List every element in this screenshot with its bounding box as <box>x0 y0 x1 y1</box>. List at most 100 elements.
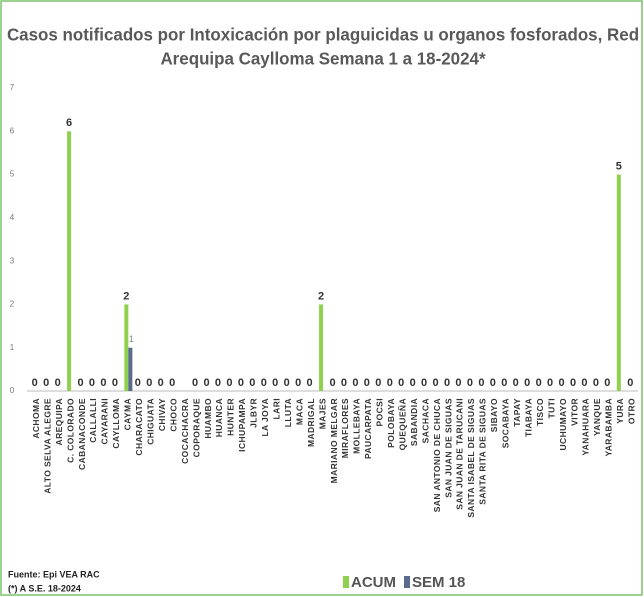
data-label: 0 <box>581 377 587 389</box>
data-label: 0 <box>307 377 313 389</box>
x-tick-label: YANQUE <box>592 398 602 436</box>
data-label: 0 <box>77 377 83 389</box>
x-tick-label: SOCABAYA <box>501 398 511 448</box>
data-label: 0 <box>490 377 496 389</box>
x-tick-label: SAN ANTONIO DE CHUCA <box>432 398 442 512</box>
data-label: 0 <box>375 377 381 389</box>
data-label: 0 <box>43 377 49 389</box>
data-label: 0 <box>146 377 152 389</box>
data-label: 0 <box>444 377 450 389</box>
data-label: 0 <box>410 377 416 389</box>
chart-title: Casos notificados por Intoxicación por p… <box>7 24 639 44</box>
x-tick-label: TAPAY <box>512 398 522 427</box>
legend-swatch <box>343 576 349 588</box>
y-tick-label: 6 <box>10 126 15 135</box>
x-tick-label: OTRO <box>627 398 637 424</box>
data-label: 0 <box>524 377 530 389</box>
data-label: 0 <box>536 377 542 389</box>
data-label: 6 <box>66 117 72 129</box>
x-tick-label: CHOCO <box>168 398 178 432</box>
data-label: 0 <box>501 377 507 389</box>
data-label: 0 <box>329 377 335 389</box>
x-tick-label: SIBAYO <box>489 398 499 432</box>
bar <box>319 304 324 391</box>
x-tick-label: POLOBAYA <box>386 398 396 448</box>
y-tick-label: 0 <box>10 386 15 395</box>
data-label: 0 <box>203 377 209 389</box>
data-label: 0 <box>238 377 244 389</box>
y-tick-label: 7 <box>10 83 15 92</box>
x-tick-label: PAUCARPATA <box>363 398 373 459</box>
x-tick-label: HUANCA <box>214 398 224 437</box>
data-label: 0 <box>261 377 267 389</box>
x-tick-label: COPORAQUE <box>191 398 201 457</box>
x-tick-label: LARI <box>271 398 281 419</box>
x-tick-label: COCACHACRA <box>180 398 190 464</box>
footnote: Fuente: Epi VEA RAC <box>8 569 100 579</box>
data-label: 0 <box>112 377 118 389</box>
x-tick-label: MOLLEBAYA <box>352 398 362 454</box>
data-label: 0 <box>284 377 290 389</box>
data-label: 0 <box>295 377 301 389</box>
x-tick-label: TUTI <box>546 398 556 418</box>
legend-swatch <box>404 576 410 588</box>
x-tick-label: SAN JUAN DE SIGUAS <box>443 398 453 498</box>
data-label: 0 <box>135 377 141 389</box>
x-tick-label: CABANACONDE <box>77 398 87 470</box>
data-label: 0 <box>352 377 358 389</box>
x-tick-label: JLBYR <box>249 398 259 428</box>
bar <box>67 131 72 392</box>
data-label: 0 <box>192 377 198 389</box>
data-label: 0 <box>89 377 95 389</box>
x-tick-label: MACA <box>294 398 304 425</box>
x-tick-label: YURA <box>615 398 625 424</box>
x-tick-label: CAYMA <box>123 398 133 430</box>
x-tick-label: SANTA ISABEL DE SIGUAS <box>466 398 476 518</box>
bar <box>128 347 133 391</box>
x-tick-label: ACHOMA <box>31 398 41 439</box>
data-label: 0 <box>433 377 439 389</box>
x-tick-label: TIABAYA <box>523 398 533 437</box>
x-tick-label: CAYLLOMA <box>111 398 121 449</box>
y-tick-label: 3 <box>10 256 15 265</box>
data-label: 0 <box>249 377 255 389</box>
x-tick-label: UCHUMAYO <box>558 398 568 450</box>
data-label: 1 <box>129 334 134 344</box>
x-tick-label: YARABAMBA <box>604 398 614 457</box>
data-label: 0 <box>100 377 106 389</box>
data-label: 0 <box>387 377 393 389</box>
data-label: 0 <box>547 377 553 389</box>
x-tick-label: QUEQUEÑA <box>397 398 407 450</box>
data-label: 0 <box>593 377 599 389</box>
x-tick-label: HUAMBO <box>203 398 213 439</box>
x-tick-label: TISCO <box>535 398 545 426</box>
data-label: 0 <box>478 377 484 389</box>
x-tick-label: LLUTA <box>283 398 293 427</box>
x-tick-label: MIRAFLORES <box>340 398 350 458</box>
x-tick-label: POCSI <box>375 398 385 426</box>
chart-title: Arequipa Caylloma Semana 1 a 18-2024* <box>160 48 485 68</box>
data-label: 0 <box>421 377 427 389</box>
data-label: 0 <box>226 377 232 389</box>
x-tick-label: YANAHUARA <box>581 398 591 456</box>
data-label: 0 <box>215 377 221 389</box>
data-label: 0 <box>558 377 564 389</box>
data-label: 2 <box>123 290 129 302</box>
data-label: 0 <box>341 377 347 389</box>
data-label: 0 <box>158 377 164 389</box>
x-tick-label: LA JOYA <box>260 398 270 437</box>
x-tick-label: SANTA RITA DE SIGUAS <box>478 398 488 505</box>
data-label: 2 <box>318 290 324 302</box>
x-tick-label: C. COLORADO <box>65 398 75 463</box>
x-tick-label: MAJES <box>317 398 327 429</box>
y-tick-label: 4 <box>10 213 15 222</box>
x-tick-label: VITOR <box>569 398 579 426</box>
data-label: 0 <box>570 377 576 389</box>
data-label: 0 <box>398 377 404 389</box>
data-label: 5 <box>616 160 622 172</box>
x-tick-label: AREQUIPA <box>54 398 64 445</box>
data-label: 0 <box>272 377 278 389</box>
data-label: 0 <box>55 377 61 389</box>
